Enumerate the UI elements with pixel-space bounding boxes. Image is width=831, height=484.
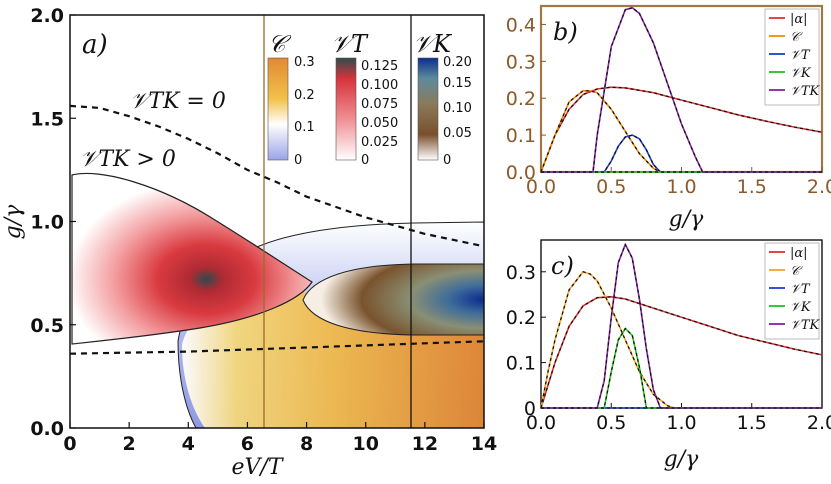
x-tick-label: 6	[241, 433, 254, 455]
series-line-dashed	[540, 90, 661, 173]
series-line-dashed	[540, 86, 823, 173]
colorbar-vt-tick: 0.100	[361, 78, 398, 93]
colorbar-vk-tick: 0.15	[443, 76, 472, 91]
colorbar-c-tick: 0.3	[294, 55, 315, 70]
series-line	[541, 134, 822, 173]
series-line-dashed	[540, 271, 675, 409]
x-tick-label: 0.5	[596, 176, 626, 198]
y-tick-label: 0.4	[506, 14, 536, 36]
x-tick-label: 0.0	[526, 412, 556, 434]
colorbar-vt-tick: 0.125	[361, 59, 398, 74]
legend-label: 𝒱T	[790, 282, 811, 297]
y-tick-label: 2.0	[30, 5, 64, 27]
dashed-boundary-upper	[69, 104, 485, 248]
legend-label: 𝒱T	[790, 48, 811, 63]
colorbar-vk-label: 𝒱K	[413, 30, 453, 58]
panel-c: 0.00.51.01.52.000.10.20.3 c) g/γ |α|𝒞𝒱T𝒱…	[506, 239, 831, 472]
panel-b-content: 0.0 0.5 1.0 1.5 2.0 0.0 0.1 0.2 0.3 0.4	[506, 7, 831, 198]
panel-b-xlabel: g/γ	[669, 207, 704, 232]
x-tick-label: 2.0	[807, 412, 831, 434]
series-line-dashed	[541, 134, 822, 173]
y-tick-label: 0.1	[506, 353, 536, 375]
y-tick-label: 0.5	[30, 315, 64, 337]
colorbar-vt-tick: 0.050	[361, 116, 398, 131]
region-k	[302, 263, 484, 336]
colorbar-c-tick: 0	[294, 153, 302, 168]
legend-label: 𝒱TK	[790, 84, 820, 99]
region-t	[71, 172, 313, 345]
x-tick-label: 14	[471, 433, 497, 455]
legend-label: |α|	[790, 12, 808, 27]
colorbar-c-label: 𝒞	[268, 30, 292, 58]
legend-label: 𝒱K	[790, 66, 812, 81]
x-tick-label: 0.5	[596, 412, 626, 434]
panel-c-label: c)	[551, 252, 574, 280]
x-tick-label: 1.5	[737, 176, 767, 198]
annotation-vtk-positive: 𝒱TK > 0	[80, 147, 176, 172]
panel-a: 0 2 4 6 8 10 12 14 0.0 0.5 1.0 1.5 2.0 a) 𝒱TK = 0 𝒱T…	[1, 5, 497, 480]
colorbar-vk-tick: 0.20	[443, 55, 472, 70]
x-tick-label: 2	[123, 433, 136, 455]
colorbar-vt-tick: 0.075	[361, 97, 398, 112]
panel-c-content: 0.0 0.5 1.0 1.5 2.0 0 0.1 0.2 0.3	[506, 242, 831, 434]
y-tick-label: 0.0	[506, 162, 536, 184]
x-tick-label: 10	[352, 433, 378, 455]
y-tick-label: 0	[524, 398, 536, 420]
dashed-boundary-lower	[69, 340, 485, 355]
colorbar-c-tick: 0.1	[294, 120, 315, 135]
y-tick-label: 1.5	[30, 108, 64, 130]
colorbar-vt-tick: 0.025	[361, 135, 398, 150]
colorbar-vk-tick: 0.10	[443, 101, 472, 116]
legend-label: 𝒱K	[790, 300, 812, 315]
colorbar-c: 𝒞 0.3 0.2 0.1 0	[267, 30, 315, 168]
series-line-dashed	[541, 242, 822, 409]
legend-box	[764, 8, 820, 106]
x-tick-label: 1.0	[666, 176, 696, 198]
x-tick-label: 0.0	[526, 176, 556, 198]
x-tick-label: 2.0	[807, 176, 831, 198]
series-line	[541, 327, 822, 409]
legend-label: 𝒱TK	[790, 318, 820, 333]
panel-b: 0.0 0.5 1.0 1.5 2.0 0.0 0.1 0.2 0.3 0.4 b) g/γ |α…	[506, 4, 831, 232]
x-tick-label: 0	[63, 433, 76, 455]
series-line	[540, 90, 661, 173]
colorbar-vk: 𝒱K 0.20 0.15 0.10 0.05 0	[413, 30, 472, 168]
panel-b-label: b)	[553, 18, 578, 46]
panel-c-xlabel: g/γ	[664, 447, 699, 472]
x-tick-label: 1.0	[666, 412, 696, 434]
annotation-vtk-zero: 𝒱TK = 0	[130, 89, 226, 114]
panel-a-ylabel: g/γ	[1, 204, 26, 239]
x-tick-label: 1.5	[737, 412, 767, 434]
colorbar-vt-label: 𝒱T	[331, 30, 369, 58]
x-tick-label: 12	[412, 433, 438, 455]
legend-box	[764, 242, 820, 340]
x-tick-label: 4	[182, 433, 195, 455]
x-tick-label: 8	[300, 433, 313, 455]
y-tick-label: 0.1	[506, 125, 536, 147]
colorbar-c-tick: 0.2	[294, 88, 315, 103]
series-line-dashed	[541, 7, 822, 173]
y-tick-label: 0.2	[506, 88, 536, 110]
colorbar-vt-tick: 0	[361, 153, 369, 168]
y-tick-label: 1.0	[30, 212, 64, 234]
colorbar-vk-tick: 0	[443, 153, 451, 168]
y-tick-label: 0.3	[506, 51, 536, 73]
panel-a-ticks: 0 2 4 6 8 10 12 14 0.0 0.5 1.0 1.5 2.0	[30, 5, 497, 455]
panel-a-xlabel: eV/T	[232, 455, 285, 480]
legend-label: |α|	[790, 246, 808, 261]
series-line-dashed	[541, 327, 822, 409]
y-tick-label: 0.2	[506, 307, 536, 329]
y-tick-label: 0.3	[506, 262, 536, 284]
panel-a-label: a)	[82, 30, 108, 60]
y-tick-label: 0.0	[30, 418, 64, 440]
colorbar-vk-tick: 0.05	[443, 126, 472, 141]
colorbar-vt: 𝒱T 0.125 0.100 0.075 0.050 0.025 0	[331, 30, 398, 168]
